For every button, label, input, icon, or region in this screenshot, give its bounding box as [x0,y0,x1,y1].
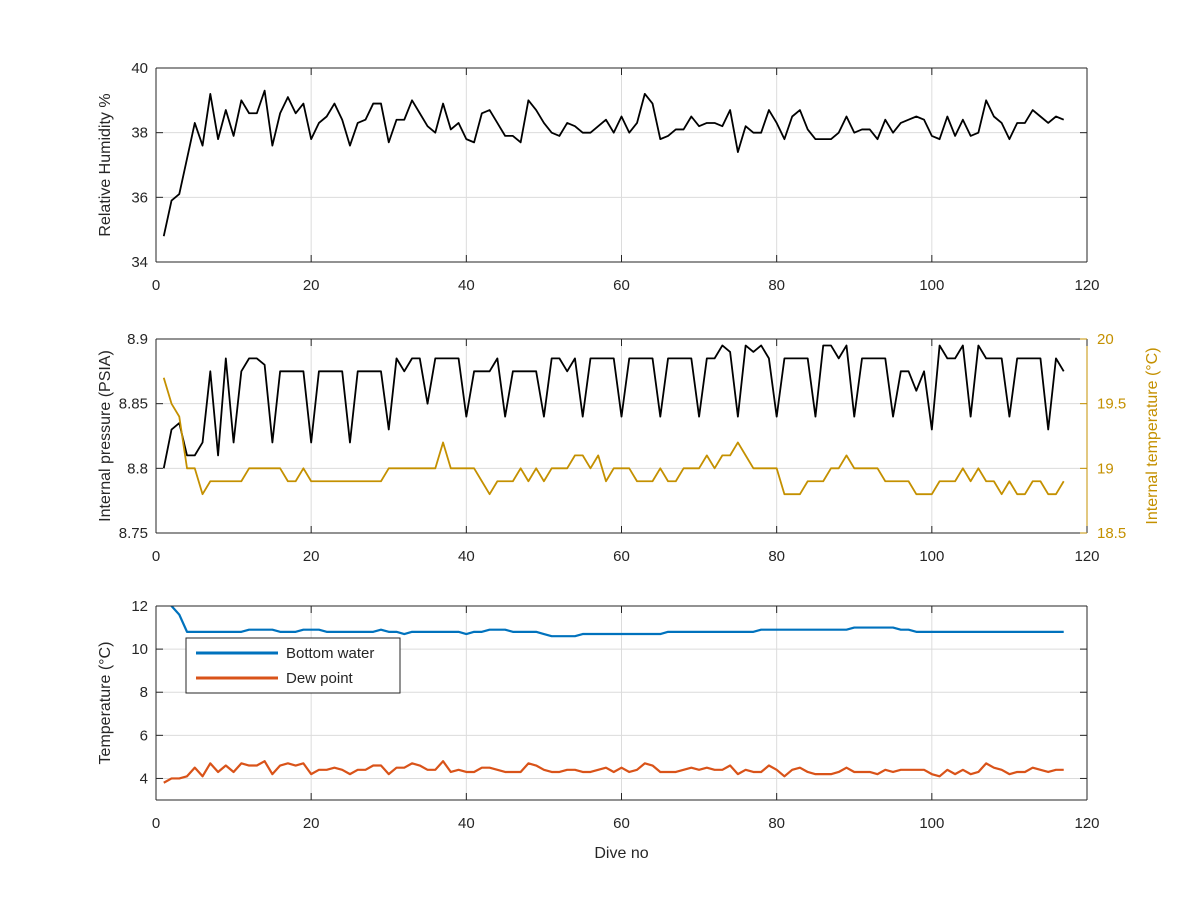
series-line-1-1 [162,89,1065,237]
y2-axis-title: Internal temperature (°C) [1144,347,1161,524]
subplot-1: 0 20 40 60 80 100 120 34 36 38 40 Relative Humidity… [97,60,1100,294]
y-tick-label: 34 [131,254,148,271]
x-tick-label: 40 [458,277,475,294]
x-tick-label: 120 [1074,548,1099,565]
x-tick-label: 20 [303,277,320,294]
series-line-dew-point [163,760,1064,784]
x-tick-label: 80 [768,815,785,832]
x-tick-label: 40 [458,815,475,832]
series-line-2-2 [162,377,1065,496]
series-line-bottom-water [170,606,1064,638]
x-tick-label: 100 [919,815,944,832]
x-tick-label: 60 [613,277,630,294]
y-axis-title: Internal pressure (PSIA) [97,350,114,522]
y-tick-label: 38 [131,125,148,142]
y-tick-label: 8.75 [119,525,148,542]
x-tick-label: 80 [768,548,785,565]
y-tick-label: 36 [131,189,148,206]
x-tick-label: 80 [768,277,785,294]
legend: Bottom water Dew point [185,637,401,694]
y-tick-label: 8 [140,684,148,701]
y-tick-label: 8.85 [119,396,148,413]
x-tick-label: 40 [458,548,475,565]
x-tick-label: 0 [152,548,160,565]
x-tick-label: 120 [1074,277,1099,294]
legend-label: Dew point [286,670,354,687]
series-line-2-1 [162,344,1065,469]
y-tick-label: 12 [131,598,148,615]
y2-tick-label: 19.5 [1097,396,1126,413]
x-tick-label: 100 [919,548,944,565]
y-tick-label: 10 [131,641,148,658]
x-tick-label: 100 [919,277,944,294]
x-tick-label: 0 [152,277,160,294]
y2-tick-label: 18.5 [1097,525,1126,542]
x-tick-label: 20 [303,548,320,565]
y-tick-label: 4 [140,770,148,787]
x-tick-label: 120 [1074,815,1099,832]
legend-box [185,637,401,694]
y2-tick-label: 19 [1097,460,1114,477]
subplot-2: 0 20 40 60 80 100 120 8.75 8.8 8.85 8.9 18.5 19 19.5 2… [97,331,1161,565]
x-axis-title: Dive no [594,845,648,862]
x-tick-label: 60 [613,815,630,832]
y-axis-title: Temperature (°C) [97,642,114,765]
y-tick-label: 8.9 [127,331,148,348]
y-tick-label: 8.8 [127,460,148,477]
x-tick-label: 0 [152,815,160,832]
y-tick-label: 40 [131,60,148,77]
y-tick-label: 6 [140,727,148,744]
y2-tick-label: 20 [1097,331,1114,348]
legend-label: Bottom water [286,645,374,662]
x-tick-label: 60 [613,548,630,565]
y-axis-title: Relative Humidity % [97,93,114,236]
x-tick-label: 20 [303,815,320,832]
subplot-3: 0 20 40 60 80 100 120 4 6 8 10 12 Temperature (°C) Di… [97,598,1100,862]
